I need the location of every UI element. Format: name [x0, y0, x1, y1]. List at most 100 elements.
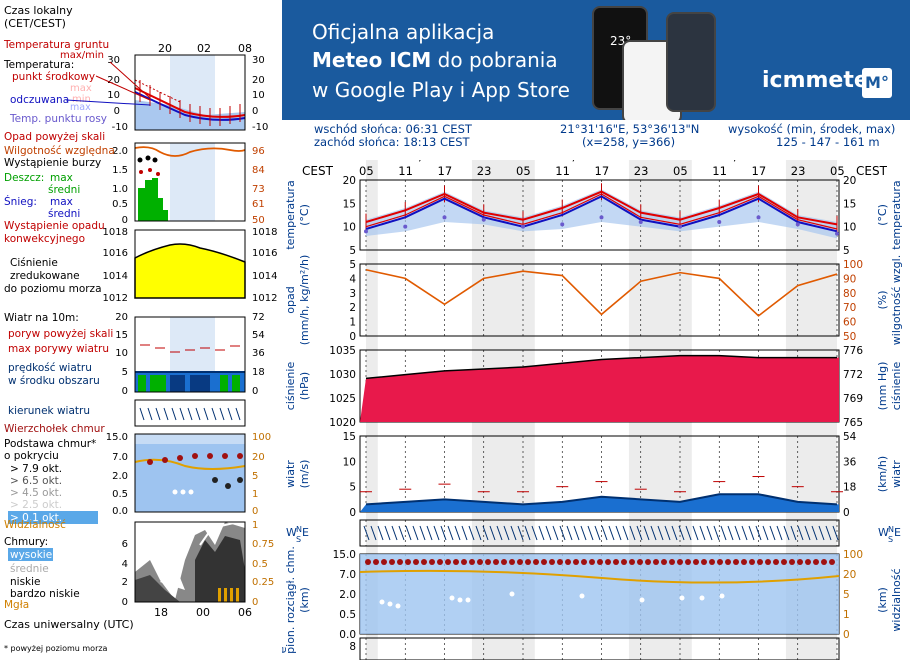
coordinates: 21°31'16"E, 53°36'13"N	[560, 122, 700, 136]
legend-rain-mid: średni	[48, 184, 80, 196]
phone-image-3	[666, 12, 716, 112]
legend-cloud-base: Podstawa chmur*	[4, 438, 96, 450]
cloud-base-marker	[465, 597, 471, 603]
wind-direction-arrow	[615, 525, 622, 541]
cloud-top-marker	[589, 559, 595, 565]
app-promo-banner[interactable]: Oficjalna aplikacja Meteo ICM do pobrani…	[282, 0, 910, 120]
legend-rh-tick-61: 61	[252, 199, 265, 210]
legend-cl-tick-6: 6	[122, 539, 128, 550]
wind-direction-arrow	[636, 525, 643, 541]
hour-tick-label: 23	[634, 164, 649, 178]
cloud-top-marker	[485, 559, 491, 565]
legend-rh: Wilgotność względna	[4, 145, 115, 157]
legend-snow-max: max	[50, 196, 73, 208]
legend-press-rtick-1018: 1018	[252, 227, 277, 238]
cest-label-right: CEST	[856, 164, 888, 178]
legend-temp-rtick-30: 30	[252, 55, 265, 66]
legend-rh-tick-84: 84	[252, 165, 265, 176]
cloud-top-marker	[365, 559, 371, 565]
cloud-top-marker	[693, 559, 699, 565]
wind-direction-arrow	[538, 525, 545, 541]
wind-direction-arrow	[727, 525, 734, 541]
label-temperature-unit-r: (°C)	[876, 204, 889, 226]
cloud-base-marker	[379, 599, 385, 605]
label-wind-unit: (m/s)	[298, 460, 311, 489]
legend-wind-kmh-18: 18	[252, 367, 265, 378]
wind-direction-arrow	[790, 525, 797, 541]
label-vis-unit: (km)	[876, 587, 889, 613]
wind-direction-arrow	[622, 525, 629, 541]
legend-utc-06: 06	[238, 606, 252, 619]
wind-direction-arrow	[524, 525, 531, 541]
legend-snow: Śnieg:	[4, 195, 37, 208]
hour-tick-label: 11	[712, 164, 727, 178]
wind-direction-arrow	[692, 525, 699, 541]
wind-direction-arrow	[594, 525, 601, 541]
cloud-top-marker	[533, 559, 539, 565]
wdir-w-r: W	[878, 526, 889, 539]
legend-cl-r-0: 0	[252, 597, 258, 608]
cloud-top-marker	[677, 559, 683, 565]
legend-wind-gust: max porywy wiatru	[8, 343, 109, 355]
y-tick-pressure: 765	[843, 417, 863, 429]
legend-vis-tick-5: 5	[252, 471, 258, 482]
cloud-top-marker	[549, 559, 555, 565]
y-tick-wind: 10	[343, 456, 356, 468]
wind-direction-arrow	[475, 525, 482, 541]
legend-rh-tick-50: 50	[252, 215, 265, 226]
cloud-top-marker	[797, 559, 803, 565]
legend-wind-tick-20: 20	[115, 312, 128, 323]
y-tick-wind: 36	[843, 456, 857, 468]
legend-cloud-tick-2: 2.0	[112, 471, 128, 482]
wind-direction-arrow	[405, 525, 412, 541]
wind-direction-arrow	[363, 525, 370, 541]
legend-wind-tick-0: 0	[122, 386, 128, 397]
wind-direction-arrow	[699, 525, 706, 541]
dew-point-marker	[756, 215, 761, 220]
legend-cl-tick-4: 4	[122, 559, 128, 570]
legend-utc-00: 00	[196, 606, 210, 619]
legend-press-tick-1012: 1012	[103, 293, 128, 304]
legend-cl-tick-2: 2	[122, 577, 128, 588]
label-pressure-unit: (hPa)	[298, 372, 311, 400]
legend-press-tick-1016: 1016	[103, 248, 128, 259]
label-vis: widzialność	[890, 568, 903, 631]
legend-temperature-panel	[134, 54, 246, 131]
legend-cloud-tick-7: 7.0	[112, 452, 128, 463]
legend-precip-panel	[134, 142, 246, 222]
legend-snow-mid: średni	[48, 208, 80, 220]
legend-wind-kmh-54: 54	[252, 330, 265, 341]
y-tick-temperature: 15	[343, 198, 356, 210]
day-label: czw, 01.10	[711, 160, 773, 163]
panel-frame-temperature	[359, 179, 840, 251]
wind-direction-arrow	[797, 525, 804, 541]
wind-direction-arrow	[783, 525, 790, 541]
cloud-base-marker	[449, 595, 455, 601]
y-tick-clouds: 20	[843, 569, 856, 581]
wind-direction-arrow	[482, 525, 489, 541]
wind-direction-arrow	[776, 525, 783, 541]
y-tick-precip: 50	[843, 331, 856, 343]
wind-speed-line	[365, 493, 838, 506]
cloud-top-marker	[397, 559, 403, 565]
cest-label-left: CEST	[302, 164, 334, 178]
legend-press-tick-1014: 1014	[103, 271, 128, 282]
chart-marks	[359, 183, 843, 634]
wind-direction-arrow	[769, 525, 776, 541]
label-extra-e: e	[282, 646, 289, 653]
cloud-top-marker	[573, 559, 579, 565]
legend-cl-tick-0: 0	[122, 597, 128, 608]
legend-cl-r-025: 0.25	[252, 577, 274, 588]
legend-t-min: min	[72, 94, 91, 105]
legend-wind-kmh-0: 0	[252, 386, 258, 397]
legend-wind-dir-panel	[134, 399, 246, 427]
legend-footnote: * powyżej poziomu morza	[4, 644, 108, 653]
cloud-top-marker	[725, 559, 731, 565]
wind-direction-arrow	[748, 525, 755, 541]
wind-direction-arrow	[713, 525, 720, 541]
cloud-base-marker	[579, 593, 585, 599]
wind-direction-arrow	[489, 525, 496, 541]
legend-temp-tick-0: 0	[114, 106, 120, 117]
cloud-top-marker	[613, 559, 619, 565]
wind-direction-arrow	[433, 525, 440, 541]
